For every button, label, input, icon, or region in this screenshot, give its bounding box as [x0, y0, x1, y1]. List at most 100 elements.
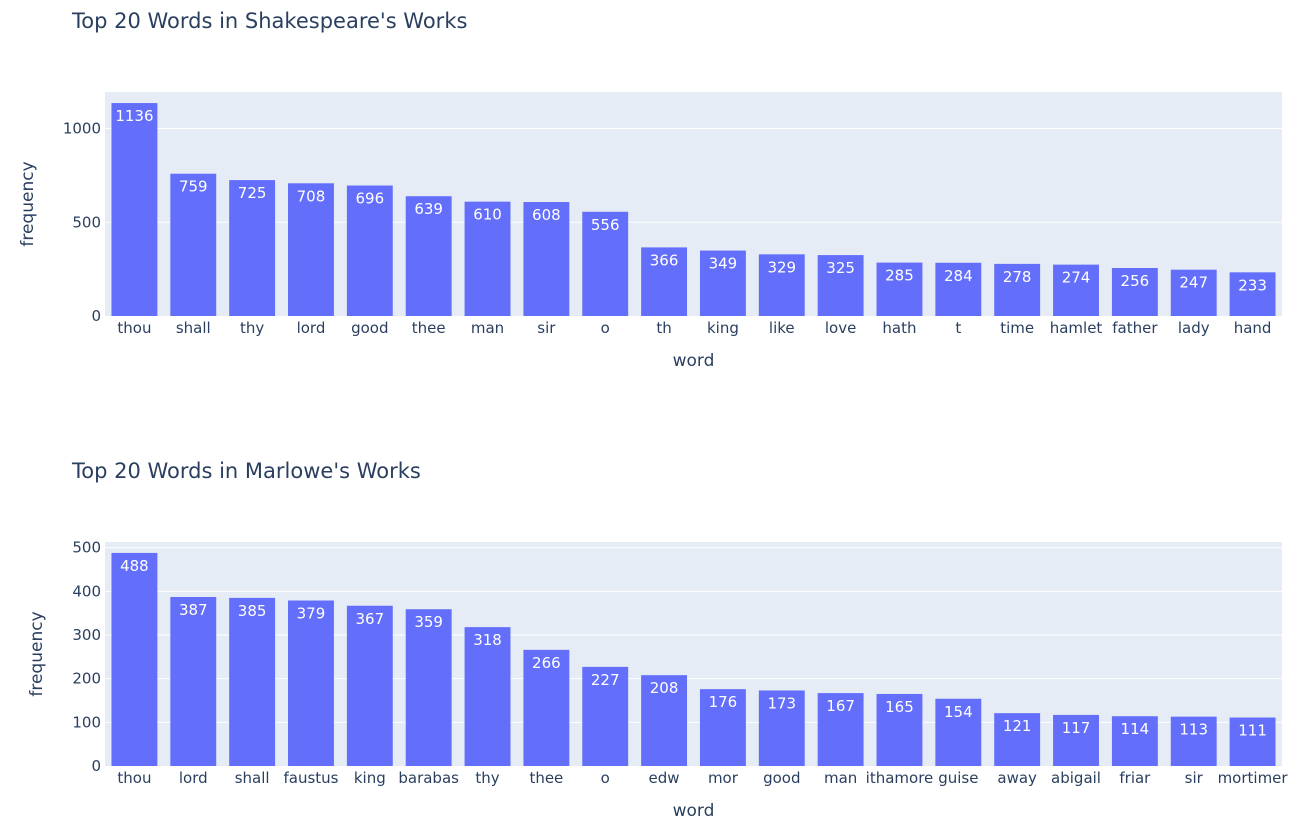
bar-value-label: 114 — [1121, 720, 1150, 738]
bar[interactable] — [1229, 717, 1276, 766]
x-tick-label: guise — [938, 769, 978, 787]
bar[interactable] — [1111, 268, 1158, 316]
chart-title: Top 20 Words in Marlowe's Works — [72, 459, 421, 483]
x-tick-label: edw — [649, 769, 680, 787]
bar[interactable] — [229, 597, 276, 766]
bar[interactable] — [464, 201, 511, 316]
x-tick-label: sir — [537, 319, 556, 337]
bar-value-label: 325 — [826, 259, 855, 277]
x-tick-label: hamlet — [1050, 319, 1103, 337]
bar[interactable] — [405, 196, 452, 316]
bar[interactable] — [229, 180, 276, 316]
bar-value-label: 366 — [650, 251, 679, 269]
bar[interactable] — [288, 183, 334, 316]
bar-value-label: 1136 — [115, 107, 153, 125]
bar-value-label: 247 — [1179, 274, 1208, 292]
x-tick-label: mor — [708, 769, 739, 787]
bar[interactable] — [876, 262, 923, 316]
bar[interactable] — [699, 250, 746, 316]
bar[interactable] — [288, 600, 334, 766]
x-tick-label: man — [824, 769, 857, 787]
x-tick-label: lord — [179, 769, 208, 787]
bar[interactable] — [346, 605, 393, 766]
bar-value-label: 121 — [1003, 717, 1032, 735]
bar[interactable] — [111, 552, 158, 766]
x-tick-label: barabas — [398, 769, 459, 787]
x-tick-label: like — [769, 319, 795, 337]
bar[interactable] — [994, 713, 1041, 766]
bar-value-label: 639 — [414, 200, 443, 218]
bar[interactable] — [1053, 714, 1099, 766]
bar-value-label: 233 — [1238, 276, 1267, 294]
bar[interactable] — [935, 262, 982, 316]
x-tick-label: hath — [882, 319, 916, 337]
bar[interactable] — [346, 185, 393, 316]
bar-value-label: 608 — [532, 206, 561, 224]
x-tick-label: thy — [475, 769, 499, 787]
bar[interactable] — [994, 263, 1041, 316]
x-tick-label: thee — [529, 769, 563, 787]
y-axis-title: frequency — [27, 611, 47, 696]
bar-value-label: 165 — [885, 698, 914, 716]
y-tick-label: 1000 — [63, 120, 101, 138]
x-tick-label: away — [997, 769, 1037, 787]
bar[interactable] — [1170, 269, 1217, 316]
x-tick-label: friar — [1119, 769, 1151, 787]
bar-value-label: 284 — [944, 267, 973, 285]
y-tick-label: 500 — [72, 213, 101, 231]
bar-value-label: 111 — [1238, 722, 1267, 740]
bar[interactable] — [464, 627, 511, 766]
x-tick-label: th — [656, 319, 671, 337]
bar[interactable] — [170, 173, 217, 316]
bar-value-label: 173 — [767, 694, 796, 712]
bar-value-label: 117 — [1062, 719, 1091, 737]
bar[interactable] — [641, 675, 688, 766]
bar-value-label: 274 — [1062, 269, 1091, 287]
bar[interactable] — [1111, 716, 1158, 766]
bar-value-label: 610 — [473, 206, 502, 224]
bar[interactable] — [876, 693, 923, 766]
bar[interactable] — [523, 202, 570, 316]
x-tick-label: father — [1112, 319, 1158, 337]
x-axis-title: word — [673, 801, 715, 821]
bar[interactable] — [758, 690, 805, 766]
bar[interactable] — [817, 693, 864, 766]
x-tick-label: lady — [1178, 319, 1210, 337]
bar[interactable] — [641, 247, 688, 316]
bar[interactable] — [1229, 272, 1276, 316]
bar-value-label: 708 — [297, 187, 326, 205]
bar[interactable] — [111, 103, 158, 316]
x-tick-label: love — [825, 319, 856, 337]
bar-value-label: 725 — [238, 184, 267, 202]
bar-value-label: 256 — [1121, 272, 1150, 290]
bar-value-label: 266 — [532, 654, 561, 672]
chart-shakespeare: Top 20 Words in Shakespeare's Works 0 500… — [0, 0, 1311, 410]
bar[interactable] — [582, 666, 629, 766]
x-tick-label: king — [354, 769, 386, 787]
bar[interactable] — [1170, 716, 1217, 766]
bar[interactable] — [1053, 264, 1099, 316]
y-tick-label: 300 — [72, 626, 101, 644]
y-tick-label: 0 — [91, 307, 101, 325]
bar[interactable] — [935, 698, 982, 766]
bar-value-label: 167 — [826, 697, 855, 715]
bar[interactable] — [758, 254, 805, 316]
bar[interactable] — [405, 609, 452, 766]
x-tick-label: good — [763, 769, 800, 787]
bar-value-label: 379 — [297, 605, 326, 623]
bar-value-label: 227 — [591, 671, 620, 689]
bar-value-label: 696 — [356, 190, 385, 208]
x-tick-label: mortimer — [1218, 769, 1289, 787]
bar[interactable] — [699, 689, 746, 766]
bar[interactable] — [170, 597, 217, 766]
chart-title: Top 20 Words in Shakespeare's Works — [72, 9, 468, 33]
bar[interactable] — [582, 211, 629, 316]
bar[interactable] — [817, 255, 864, 316]
x-tick-label: man — [471, 319, 504, 337]
x-tick-label: faustus — [283, 769, 338, 787]
plot-area — [105, 542, 1282, 766]
bar[interactable] — [523, 649, 570, 766]
y-axis-title: frequency — [18, 161, 38, 246]
bar-value-label: 387 — [179, 601, 208, 619]
bar-value-label: 359 — [414, 613, 443, 631]
